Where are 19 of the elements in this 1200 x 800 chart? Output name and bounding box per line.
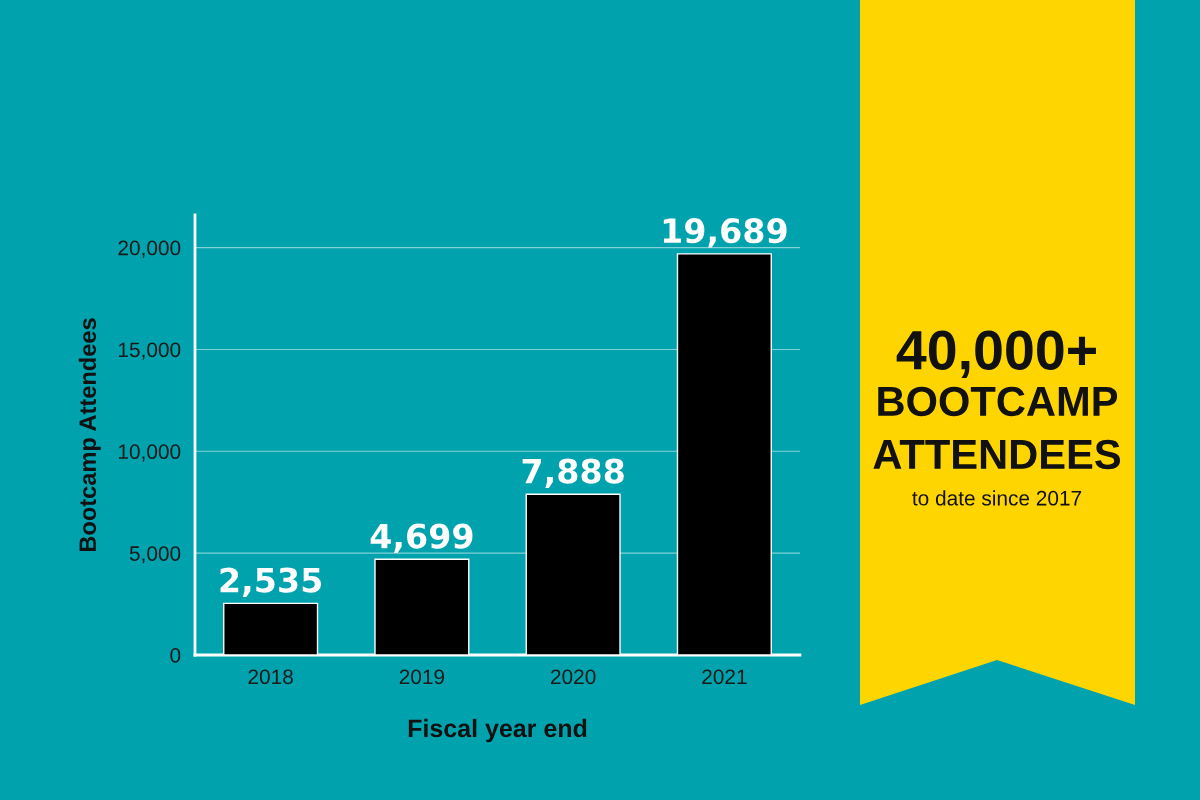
data-label: 19,689 xyxy=(663,218,787,248)
y-tick-label: 20,000 xyxy=(118,240,181,258)
x-tick-label: 2019 xyxy=(399,669,445,685)
text: to date since 2017 xyxy=(912,490,1082,506)
x-tick-label: 2018 xyxy=(248,669,293,685)
y-tick-label: 10,000 xyxy=(118,444,181,462)
text: BOOTCAMP xyxy=(878,386,1118,417)
y-axis-title: Bootcamp Attendees xyxy=(78,318,101,552)
text: ATTENDEES xyxy=(873,439,1121,470)
data-label: 7,888 xyxy=(522,458,624,488)
y-tick-label: 0 xyxy=(170,648,181,663)
x-tick-label: 2020 xyxy=(551,669,596,685)
y-tick-label: 5,000 xyxy=(129,546,181,564)
x-tick-label: 2021 xyxy=(702,669,747,685)
data-label: 2,535 xyxy=(220,567,322,597)
text: 40,000+ xyxy=(896,330,1096,378)
data-label: 4,699 xyxy=(370,523,473,553)
x-axis-title: Fiscal year end xyxy=(408,718,587,743)
y-tick-label: 15,000 xyxy=(118,342,181,360)
